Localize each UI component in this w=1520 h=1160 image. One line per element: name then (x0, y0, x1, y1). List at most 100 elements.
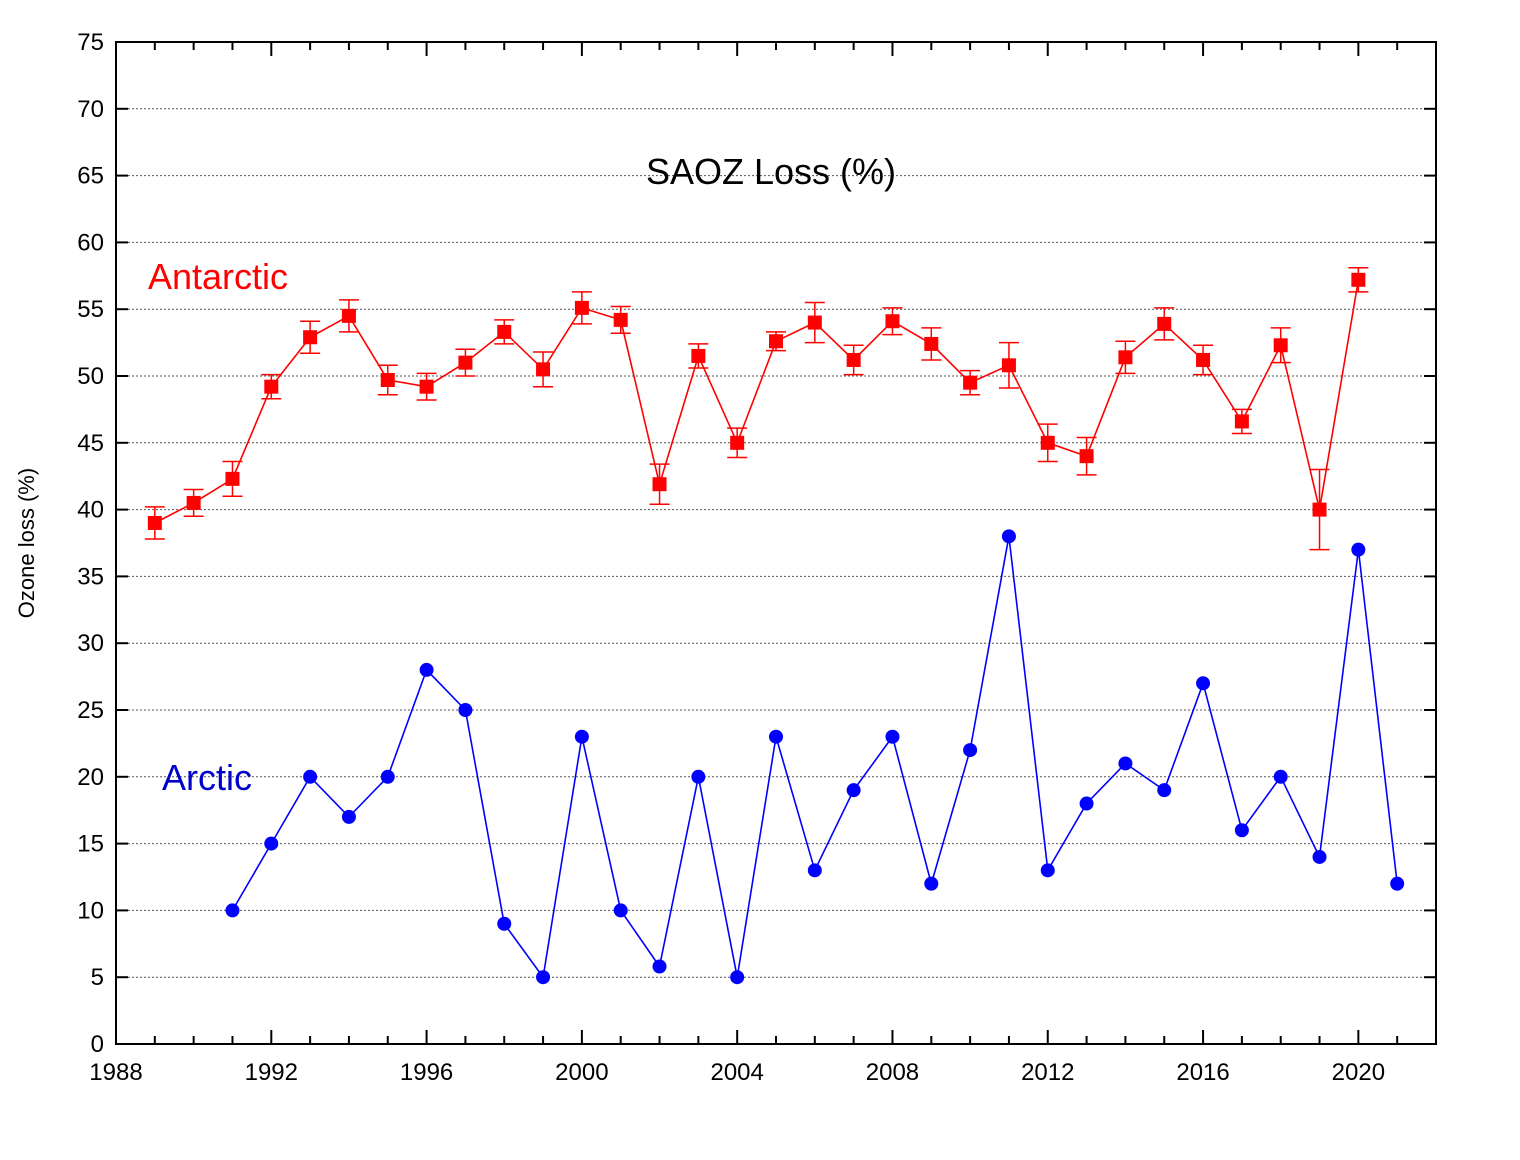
data-point (885, 314, 900, 329)
data-point (1079, 449, 1094, 464)
data-point (807, 315, 822, 330)
y-tick-labels: 0 5 10 15 20 25 30 35 40 45 50 55 60 65 70 75 (77, 29, 104, 1058)
data-point (807, 863, 822, 878)
data-point (186, 495, 201, 510)
series-arctic (225, 529, 1405, 985)
data-point (574, 729, 589, 744)
data-point (652, 959, 667, 974)
data-point (458, 355, 473, 370)
y-tick-label: 15 (77, 831, 104, 858)
data-point (769, 729, 783, 744)
data-point (1040, 435, 1055, 450)
y-tick-label: 65 (77, 163, 104, 190)
series-label-antarctic: Antarctic (148, 256, 288, 297)
data-point (419, 662, 434, 677)
grid-lines (116, 108, 1436, 978)
y-tick-label: 20 (77, 764, 104, 791)
y-tick-label: 10 (77, 897, 104, 924)
y-tick-label: 75 (77, 29, 104, 56)
series-layer (144, 267, 1405, 985)
data-point (1079, 796, 1094, 811)
x-tick-label: 2012 (1021, 1059, 1074, 1086)
data-point (613, 312, 628, 327)
data-point (1001, 529, 1016, 544)
x-tick-label: 2016 (1176, 1059, 1229, 1086)
x-tick-label: 2008 (866, 1059, 919, 1086)
data-point (1390, 876, 1405, 891)
x-tick-label: 1996 (400, 1059, 453, 1086)
data-point (691, 348, 706, 363)
series-antarctic (144, 267, 1369, 551)
data-point (730, 970, 745, 985)
x-tick-label: 1992 (245, 1059, 298, 1086)
x-tick-label: 1988 (89, 1059, 142, 1086)
data-point (380, 769, 395, 784)
data-point (691, 769, 706, 784)
data-point (458, 703, 473, 717)
data-point (497, 324, 512, 339)
data-point (1118, 756, 1133, 771)
data-point (225, 903, 240, 918)
series-label-arctic: Arctic (162, 757, 252, 798)
plot-frame (115, 41, 1437, 1045)
y-tick-label: 0 (91, 1031, 104, 1058)
data-point (1351, 272, 1366, 287)
x-tick-label: 2020 (1332, 1059, 1385, 1086)
data-point (1196, 676, 1211, 691)
x-tick-label: 2000 (555, 1059, 608, 1086)
data-point (1157, 316, 1172, 331)
data-point (536, 362, 551, 377)
chart-title: SAOZ Loss (%) (646, 151, 896, 192)
y-axis-title: Ozone loss (%) (14, 468, 39, 618)
data-point (1157, 783, 1172, 798)
data-point (963, 743, 978, 758)
y-tick-label: 45 (77, 430, 104, 457)
data-point (769, 334, 783, 349)
data-point (536, 970, 551, 985)
data-point (846, 352, 861, 367)
data-point (1118, 350, 1133, 365)
data-point (497, 916, 512, 931)
y-tick-label: 70 (77, 96, 104, 123)
data-point (1001, 358, 1016, 373)
axis-ticks (115, 41, 1437, 1045)
y-tick-label: 55 (77, 296, 104, 323)
y-tick-label: 60 (77, 229, 104, 256)
data-point (1351, 542, 1366, 557)
data-point (341, 308, 356, 323)
data-point (1234, 414, 1249, 429)
y-tick-label: 50 (77, 363, 104, 390)
y-tick-label: 30 (77, 630, 104, 657)
series-line (231, 536, 1398, 980)
y-tick-label: 40 (77, 497, 104, 524)
data-point (652, 477, 667, 492)
data-point (574, 300, 589, 315)
series-line (154, 279, 1360, 524)
y-tick-label: 25 (77, 697, 104, 724)
x-tick-label: 2004 (710, 1059, 763, 1086)
data-point (963, 375, 978, 390)
data-point (147, 515, 162, 530)
data-point (419, 379, 434, 394)
data-point (1273, 769, 1288, 784)
y-tick-label: 5 (91, 964, 104, 991)
data-point (885, 729, 900, 744)
data-point (380, 373, 395, 388)
data-point (924, 876, 939, 891)
data-point (225, 471, 240, 486)
data-point (303, 769, 318, 784)
data-point (730, 435, 745, 450)
x-tick-labels: 1988 1992 1996 2000 2004 2008 2012 2016 2020 (89, 1059, 1385, 1086)
data-point (613, 903, 628, 918)
data-point (1312, 849, 1327, 864)
data-point (846, 783, 861, 798)
data-point (264, 379, 279, 394)
data-point (924, 336, 939, 351)
data-point (1234, 823, 1249, 838)
data-point (341, 809, 356, 824)
data-point (303, 330, 318, 345)
data-point (1040, 863, 1055, 878)
data-point (1273, 338, 1288, 353)
data-point (1196, 352, 1211, 367)
